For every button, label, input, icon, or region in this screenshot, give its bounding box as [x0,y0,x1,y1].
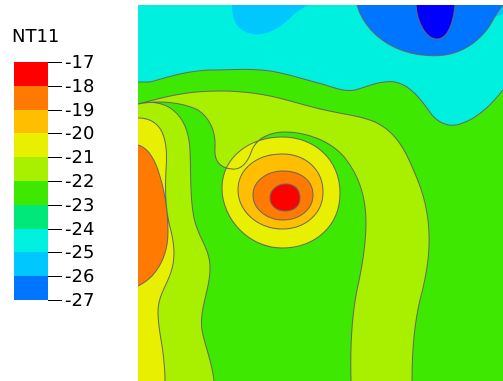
legend-tick-7 [48,204,62,206]
legend-tick-8 [48,228,62,230]
legend-swatch-1 [14,62,48,86]
legend-label-7: -23 [65,194,95,216]
legend-swatch-6 [14,181,48,205]
legend-tick-4 [48,133,62,135]
band-green [138,69,503,381]
legend-colorbar [14,62,48,300]
legend-label-5: -21 [65,147,95,169]
legend-tick-11 [48,300,62,301]
legend-swatch-3 [14,109,48,134]
legend-swatch-5 [14,157,48,181]
legend-swatch-8 [14,228,48,253]
band-orange-left [138,145,168,286]
legend-tick-3 [48,109,62,111]
legend-swatch-9 [14,252,48,277]
contour-line-8 [237,153,324,230]
legend-label-6: -22 [65,171,95,192]
legend-label-3: -19 [65,99,95,121]
band-deepblue [416,5,455,39]
legend-label-1: -17 [65,52,95,73]
contour-line-2 [138,90,430,381]
legend-tick-9 [48,252,62,254]
contour-line-4 [138,101,215,381]
contour-line-5 [138,117,175,381]
legend-tick-5 [48,157,62,159]
legend-tick-6 [48,181,62,182]
legend-tick-10 [48,276,62,278]
band-sky-left [232,5,310,35]
band-cyan-top-left [138,5,216,74]
contour-line-12 [415,5,456,40]
legend-label-10: -26 [65,266,95,288]
legend-swatch-2 [14,85,48,110]
legend-label-8: -24 [65,218,95,240]
legend-label-11: -27 [65,290,95,311]
contour-line-7 [221,136,341,249]
contour-line-1 [138,68,503,126]
legend-tick-2 [48,85,62,87]
band-hot-core [270,184,300,211]
legend-title: NT11 [12,26,60,47]
legend-swatch-10 [14,276,48,300]
contour-line-6 [138,144,169,287]
contour-line-9 [252,170,314,221]
contour-layers [138,5,503,381]
contour-line-3 [138,101,367,381]
legend-label-4: -20 [65,123,95,145]
legend-swatch-4 [14,133,48,158]
legend-tick-1 [48,62,62,63]
contour-line-11 [356,5,503,57]
legend-label-2: -18 [65,75,95,97]
legend-label-9: -25 [65,242,95,264]
contour-line-10 [269,183,301,212]
legend-swatch-7 [14,204,48,229]
